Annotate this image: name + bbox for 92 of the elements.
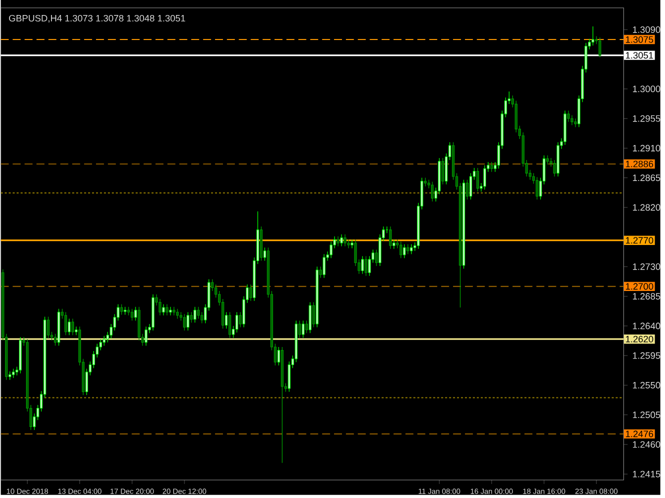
candlestick [144,326,148,346]
y-tick-label: 1.2685 [632,292,660,300]
candlestick [194,306,196,323]
candlestick [64,312,68,336]
y-tick-label: 1.2910 [632,144,660,152]
y-tick-label: 1.2730 [632,263,660,270]
candlestick [567,110,570,122]
y-tick-label: 1.2865 [632,174,660,181]
candlestick [172,306,176,316]
candlestick [46,316,50,339]
candlestick [553,160,556,177]
y-tick-label: 1.2820 [632,204,660,211]
candlestick [469,172,472,200]
candlestick [476,167,480,192]
candlestick [92,350,95,368]
candlestick [263,247,266,261]
candlestick [238,312,242,328]
y-tick-label: 1.2640 [632,322,660,330]
ref-line-label: 1.2770 [626,236,654,244]
y-tick-label: 1.2505 [632,411,660,418]
candlestick [403,244,406,258]
candlestick [319,266,322,278]
candlestick [211,278,214,292]
candlestick [222,298,224,329]
y-tick-label: 1.3000 [632,86,660,92]
candlestick [85,368,88,396]
candlestick [305,320,308,334]
candlestick [130,308,134,321]
candlestick [162,304,165,316]
candlestick [392,239,396,250]
candlestick [546,154,549,165]
candlestick [340,234,343,246]
candlestick [235,312,238,333]
candlestick [120,304,123,315]
candlestick [249,284,252,302]
text: GBPUSD,H4 1.3073 1.3078 1.3048 1.3051 [9,14,186,22]
ref-line-label: 1.3075 [626,36,654,43]
candlestick [166,304,168,316]
ref-line-label: 1.2476 [626,430,654,438]
candlestick [225,312,228,329]
candlestick [406,244,410,254]
y-tick-label: 1.2550 [632,382,660,388]
candlestick [312,302,315,328]
candlestick [344,234,346,246]
y-tick-label: 1.3090 [632,26,660,33]
candlestick [361,256,364,274]
candlestick [12,368,15,378]
candlestick [158,298,162,316]
candlestick [102,335,106,346]
ref-line-label: 1.2620 [626,336,654,342]
candlestick [375,249,378,266]
y-tick-label: 1.2415 [632,470,660,478]
candlestick [134,306,137,321]
candlestick [183,314,186,331]
y-tick-label: 1.2460 [632,441,660,448]
candlestick [106,331,109,343]
ref-line-label: 1.3051 [626,52,654,58]
candlestick [302,320,304,338]
candlestick [68,318,71,336]
candlestick [336,236,340,246]
ref-line-label: 1.2886 [626,160,654,168]
candlestick [228,312,232,338]
candlestick [570,114,574,126]
candlestick [186,312,190,331]
ref-line-label: 1.2700 [626,283,654,290]
candlestick [466,179,469,200]
candlestick [389,226,392,250]
candlestick [441,158,444,185]
candlestick [71,318,74,336]
y-tick-label: 1.2595 [632,352,660,359]
candlestick [483,164,486,190]
candlestick [598,37,602,58]
candlestick [176,308,179,319]
candlestick [322,254,326,278]
candlestick [431,181,434,202]
candlestick [410,244,413,254]
candlestick [277,346,280,366]
candlestick [298,320,301,338]
candlestick [200,312,204,324]
candlestick [288,361,290,392]
candlestick [99,338,102,350]
candlestick [169,306,172,316]
candlestick [350,239,354,248]
y-tick-label: 1.2955 [632,115,660,122]
candlestick [490,162,493,172]
candlestick [400,241,402,258]
candlestick [364,256,368,276]
candlestick [592,26,594,46]
candlestick [536,176,538,200]
candlestick [574,118,577,128]
candlestick [190,312,193,323]
candlestick [54,333,57,346]
